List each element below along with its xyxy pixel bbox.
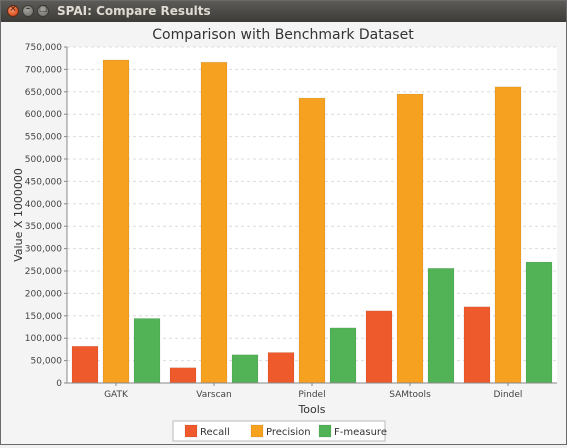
y-tick-label: 50,000 xyxy=(31,357,63,367)
minimize-icon: – xyxy=(25,4,31,14)
y-tick-label: 100,000 xyxy=(25,334,62,344)
close-icon: × xyxy=(9,4,17,14)
bar-chart: Comparison with Benchmark Dataset 0 50,00… xyxy=(1,22,566,444)
close-button[interactable]: × xyxy=(7,4,19,17)
bar xyxy=(200,61,228,384)
legend-swatch xyxy=(250,424,264,438)
x-tick-labels: GATK Varscan Pindel SAMtools Dindel xyxy=(104,383,522,400)
bar xyxy=(329,327,357,384)
x-tick-label: Dindel xyxy=(494,390,523,400)
y-tick-label: 400,000 xyxy=(25,200,62,210)
y-tick-label: 600,000 xyxy=(25,110,62,120)
y-tick-label: 250,000 xyxy=(25,267,62,277)
maximize-icon: □ xyxy=(38,4,48,14)
bar xyxy=(71,345,99,384)
bar xyxy=(267,352,295,384)
legend-label: Precision xyxy=(266,427,311,438)
legend-swatch xyxy=(184,424,198,438)
y-tick-label: 450,000 xyxy=(25,177,62,187)
y-tick-label: 150,000 xyxy=(25,312,62,322)
minimize-button[interactable]: – xyxy=(22,4,34,17)
chart-title: Comparison with Benchmark Dataset xyxy=(152,27,414,43)
y-axis-label: Value X 1000000 xyxy=(12,168,25,262)
bar xyxy=(427,268,455,384)
bar xyxy=(396,93,424,384)
bar xyxy=(298,97,326,384)
legend xyxy=(172,420,386,442)
maximize-button[interactable]: □ xyxy=(37,4,49,17)
title-bar[interactable]: × – □ SPAI: Compare Results xyxy=(1,1,566,22)
bar xyxy=(133,318,161,384)
x-tick-label: SAMtools xyxy=(389,390,431,400)
window-title: SPAI: Compare Results xyxy=(57,4,211,18)
y-tick-labels: 0 50,000 100,000 150,000 200,000 250,000 300,0… xyxy=(25,43,67,389)
y-tick-label: 350,000 xyxy=(25,222,62,232)
legend-label: F-measure xyxy=(334,427,387,438)
bar xyxy=(494,86,522,384)
y-tick-label: 200,000 xyxy=(25,289,62,299)
y-tick-label: 650,000 xyxy=(25,88,62,98)
bar xyxy=(102,59,130,384)
x-tick-label: Pindel xyxy=(298,390,325,400)
chart-panel: Comparison with Benchmark Dataset 0 50,00… xyxy=(1,22,566,444)
y-tick-label: 300,000 xyxy=(25,245,62,255)
x-axis-label: Tools xyxy=(297,403,325,416)
legend-items: Recall Precision F-measure xyxy=(184,424,387,438)
y-tick-label: 0 xyxy=(56,379,62,389)
x-tick-label: GATK xyxy=(104,390,129,400)
y-tick-label: 550,000 xyxy=(25,133,62,143)
bar xyxy=(169,367,197,384)
y-tick-label: 700,000 xyxy=(25,65,62,75)
x-tick-label: Varscan xyxy=(196,390,232,400)
bar xyxy=(231,354,259,384)
legend-label: Recall xyxy=(200,427,230,438)
legend-swatch xyxy=(318,424,332,438)
bar xyxy=(525,261,553,384)
y-tick-label: 750,000 xyxy=(25,43,62,53)
bar xyxy=(365,310,393,384)
bar xyxy=(463,306,491,384)
y-tick-label: 500,000 xyxy=(25,155,62,165)
bars xyxy=(71,59,553,384)
